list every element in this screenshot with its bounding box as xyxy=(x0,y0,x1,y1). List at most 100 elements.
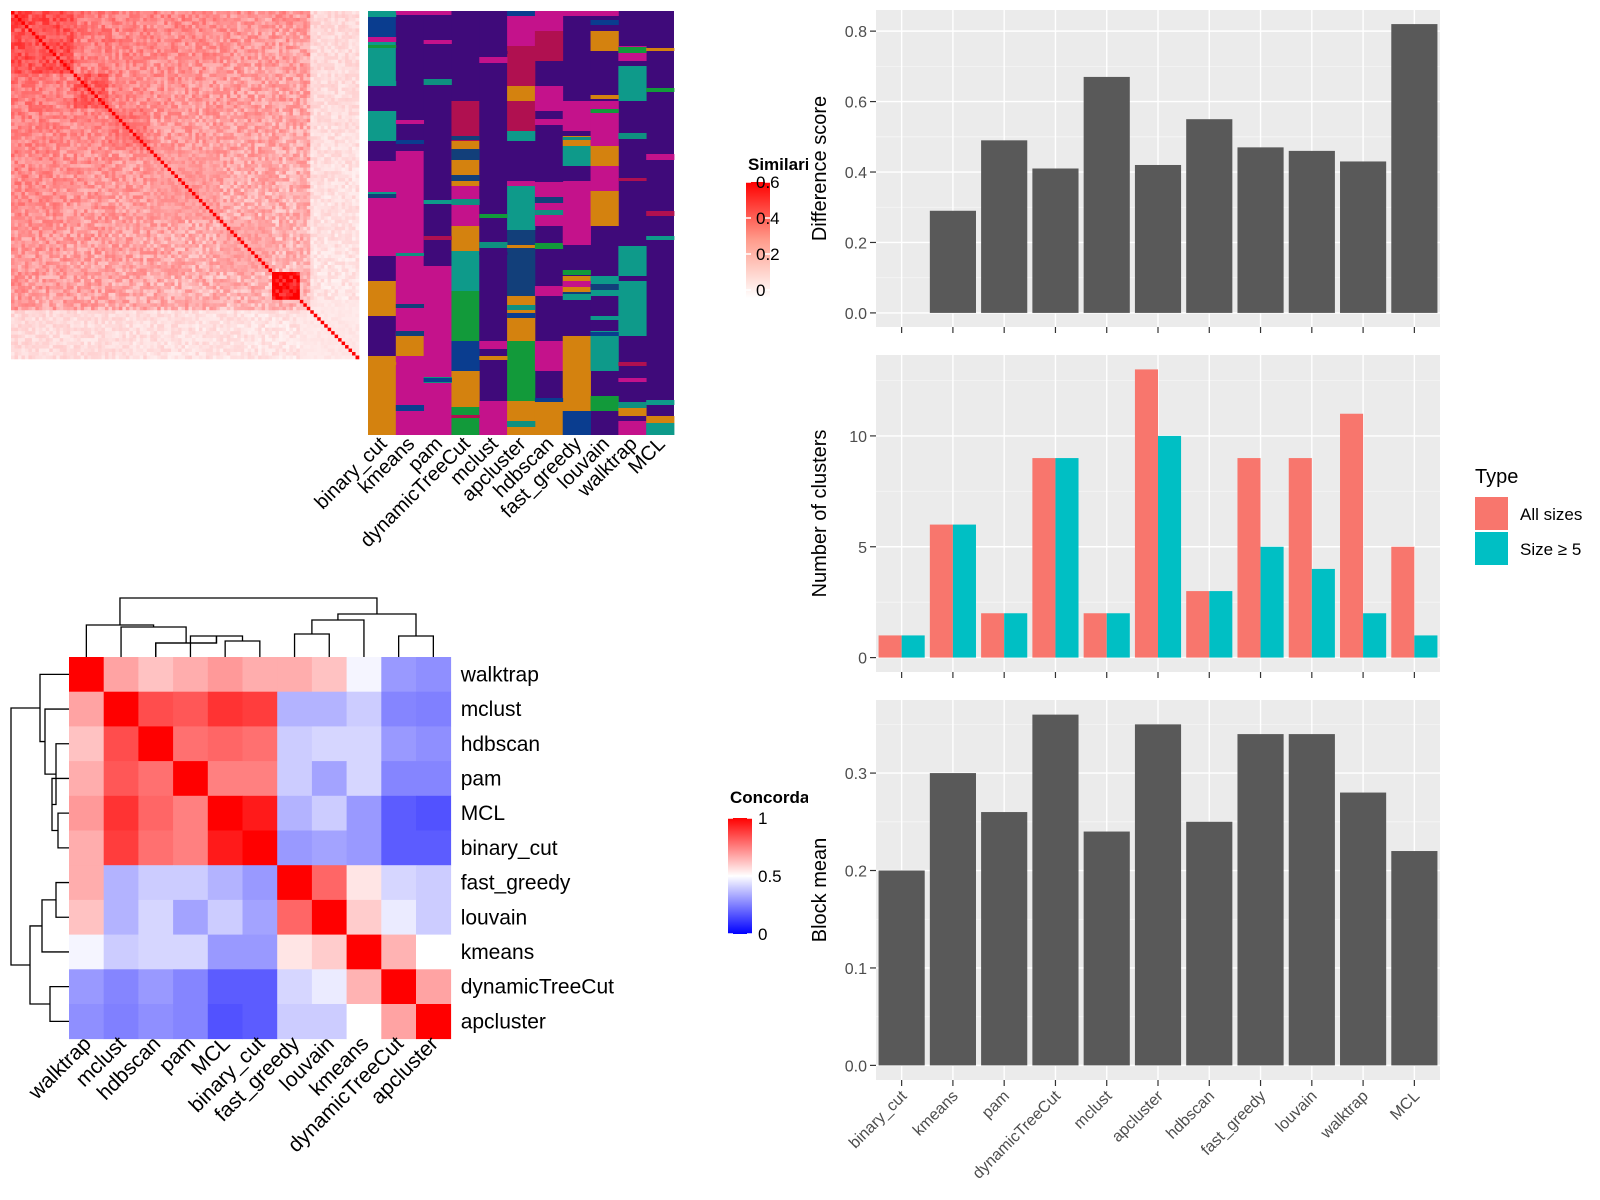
bar xyxy=(1288,150,1335,313)
block-mean-chart: 0.0 0.1 0.2 0.3 Block mean xyxy=(809,700,1440,1086)
concordance-legend-tick: 1 xyxy=(758,809,767,828)
concordance-row-label: binary_cut xyxy=(461,837,558,860)
legend-label-all-sizes: All sizes xyxy=(1520,505,1582,524)
x-tick-label: louvain xyxy=(1273,1088,1321,1136)
bar xyxy=(1340,792,1387,1066)
bar xyxy=(929,773,976,1066)
x-tick-label: pam xyxy=(979,1088,1013,1122)
x-tick-label: MCL xyxy=(1387,1088,1423,1124)
bar xyxy=(1083,76,1130,313)
x-tick-label: dynamicTreeCut xyxy=(970,1087,1065,1182)
bar xyxy=(1186,591,1210,658)
similarity-colorbar xyxy=(746,182,770,298)
y-tick-label: 0 xyxy=(858,651,867,668)
bar xyxy=(1106,613,1130,658)
bar xyxy=(1237,734,1284,1066)
bar xyxy=(1414,635,1438,658)
y-tick-label: 0.2 xyxy=(845,235,867,252)
concordance-row-label: pam xyxy=(461,767,502,790)
bar xyxy=(1032,458,1056,658)
concordance-heatmap xyxy=(69,657,452,1040)
concordance-row-label: walktrap xyxy=(460,663,539,686)
bar xyxy=(1363,613,1387,658)
similarity-legend-tick: 0 xyxy=(756,281,765,300)
bar xyxy=(1032,168,1079,313)
bar xyxy=(981,613,1005,658)
concordance-col-labels: walktrapmclusthdbscanpamMCLbinary_cutfas… xyxy=(24,1032,443,1157)
similarity-legend-title: Similarity xyxy=(748,155,825,174)
similarity-legend-tick: 0.4 xyxy=(756,209,780,228)
bar xyxy=(1209,591,1233,658)
number-of-clusters-chart: 0 5 10 Number of clusters xyxy=(809,355,1440,678)
concordance-row-label: kmeans xyxy=(461,941,535,964)
bar xyxy=(1237,147,1284,313)
y-axis-label: Difference score xyxy=(809,96,831,241)
type-legend-title: Type xyxy=(1475,466,1518,488)
bar xyxy=(1134,369,1158,658)
bar xyxy=(1158,435,1182,658)
bar xyxy=(1186,821,1233,1066)
bar xyxy=(1134,164,1182,313)
y-tick-label: 0.2 xyxy=(845,864,867,881)
y-tick-label: 0.0 xyxy=(845,1058,867,1075)
difference-score-chart: 0.0 0.2 0.4 0.6 0.8 Difference score xyxy=(809,10,1440,333)
bar xyxy=(1391,24,1438,313)
bar xyxy=(1340,413,1364,658)
concordance-row-label: fast_greedy xyxy=(461,872,571,895)
bar xyxy=(1032,714,1079,1066)
similarity-heatmap xyxy=(11,11,360,360)
bar xyxy=(952,524,976,658)
y-tick-label: 0.1 xyxy=(845,961,867,978)
x-tick-label: kmeans xyxy=(910,1088,962,1140)
bar xyxy=(878,635,902,658)
concordance-row-label: hdbscan xyxy=(461,733,540,756)
concordance-row-labels: walktrap mclust hdbscan pam MCL binary_cutfas… xyxy=(460,663,614,1033)
y-tick-label: 0.4 xyxy=(845,165,867,182)
y-tick-label: 5 xyxy=(858,540,867,557)
bar xyxy=(1391,851,1438,1066)
x-tick-label: mclust xyxy=(1071,1087,1116,1132)
cluster-method-labels: binary_cutkmeanspamdynamicTreeCutmclusta… xyxy=(311,433,670,552)
similarity-legend-tick: 0.2 xyxy=(756,245,780,264)
x-tick-label: binary_cut xyxy=(846,1087,911,1152)
bar xyxy=(929,210,976,313)
bar xyxy=(1083,831,1130,1066)
legend-key-all-sizes xyxy=(1475,497,1508,530)
bar xyxy=(1237,458,1261,658)
bar xyxy=(981,812,1028,1066)
bar xyxy=(1004,613,1028,658)
bar xyxy=(1288,734,1335,1066)
concordance-row-label: MCL xyxy=(461,802,505,825)
bar xyxy=(1055,458,1079,658)
x-tick-label: walktrap xyxy=(1317,1088,1372,1143)
type-legend: Type All sizes Size ≥ 5 xyxy=(1475,466,1582,565)
bar xyxy=(1288,458,1312,658)
y-tick-label: 0.0 xyxy=(845,306,867,323)
bar xyxy=(929,524,953,658)
bar xyxy=(1260,546,1284,658)
bar xyxy=(1134,724,1182,1066)
bar xyxy=(981,140,1028,313)
concordance-row-label: apcluster xyxy=(461,1010,546,1033)
bar xyxy=(878,870,925,1066)
concordance-legend-tick: 0.5 xyxy=(758,867,782,886)
similarity-legend-tick: 0.6 xyxy=(756,173,780,192)
concordance-row-label: louvain xyxy=(461,906,528,929)
concordance-legend-tick: 0 xyxy=(758,925,767,944)
bar xyxy=(1311,568,1335,658)
bar xyxy=(1391,546,1415,658)
concordance-dendrogram xyxy=(10,597,434,1022)
cluster-assignment-heatmap xyxy=(368,11,675,435)
bar xyxy=(1340,161,1387,313)
x-tick-label: apcluster xyxy=(1109,1087,1167,1145)
legend-key-size5 xyxy=(1475,532,1508,565)
concordance-row-label: dynamicTreeCut xyxy=(461,976,614,999)
y-tick-label: 10 xyxy=(849,429,867,446)
legend-label-size5: Size ≥ 5 xyxy=(1520,540,1581,559)
y-tick-label: 0.6 xyxy=(845,95,867,112)
concordance-legend-title: Concordance xyxy=(730,788,839,807)
concordance-legend: Concordance 1 0.5 0 xyxy=(728,788,839,944)
similarity-legend: Similarity 0.6 0.4 0.2 0 xyxy=(746,155,825,300)
y-tick-label: 0.8 xyxy=(845,24,867,41)
